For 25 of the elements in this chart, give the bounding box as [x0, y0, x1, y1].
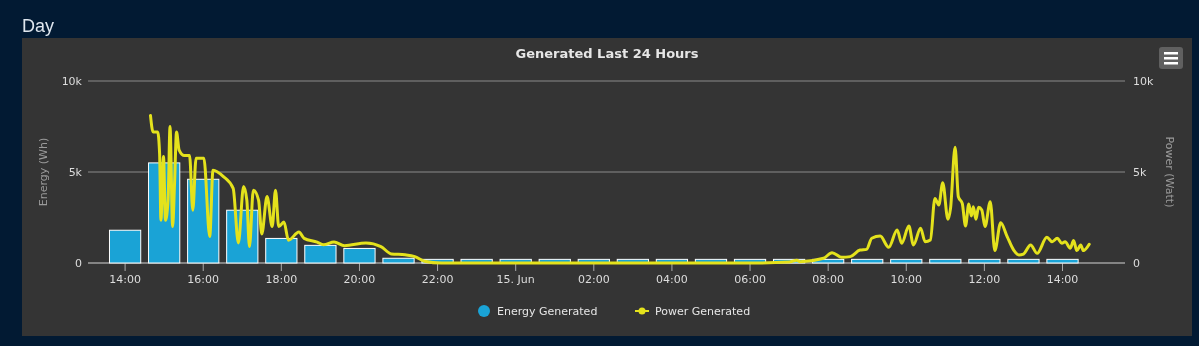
x-tick-label: 06:00: [734, 273, 766, 286]
y2-tick-label: 5k: [1133, 166, 1147, 179]
x-tick-label: 08:00: [812, 273, 845, 286]
y2-tick-label: 10k: [1133, 75, 1154, 88]
legend-label: Energy Generated: [497, 305, 598, 318]
y-tick-label: 5k: [68, 166, 83, 179]
legend-label: Power Generated: [655, 305, 751, 318]
chart-title: Day: [22, 16, 55, 36]
x-tick-label: 15. Jun: [496, 273, 535, 286]
x-tick-label: 10:00: [890, 273, 923, 286]
chart-subtitle: Generated Last 24 Hours: [515, 46, 699, 61]
y-axis-title: Energy (Wh): [37, 137, 50, 207]
x-tick-label: 04:00: [656, 273, 688, 286]
y-tick-label: 0: [75, 257, 82, 270]
x-tick-label: 02:00: [577, 273, 610, 286]
y2-tick-label: 0: [1133, 257, 1140, 270]
x-tick-label: 18:00: [265, 273, 298, 286]
x-tick-label: 14:00: [1046, 273, 1079, 286]
x-tick-label: 16:00: [187, 273, 220, 286]
y2-axis-title: Power (Watt): [1163, 136, 1176, 208]
x-tick-label: 12:00: [968, 273, 1001, 286]
x-tick-label: 14:00: [109, 273, 141, 286]
y-tick-label: 10k: [61, 75, 83, 88]
x-tick-label: 20:00: [343, 273, 376, 286]
x-tick-label: 22:00: [421, 273, 454, 286]
